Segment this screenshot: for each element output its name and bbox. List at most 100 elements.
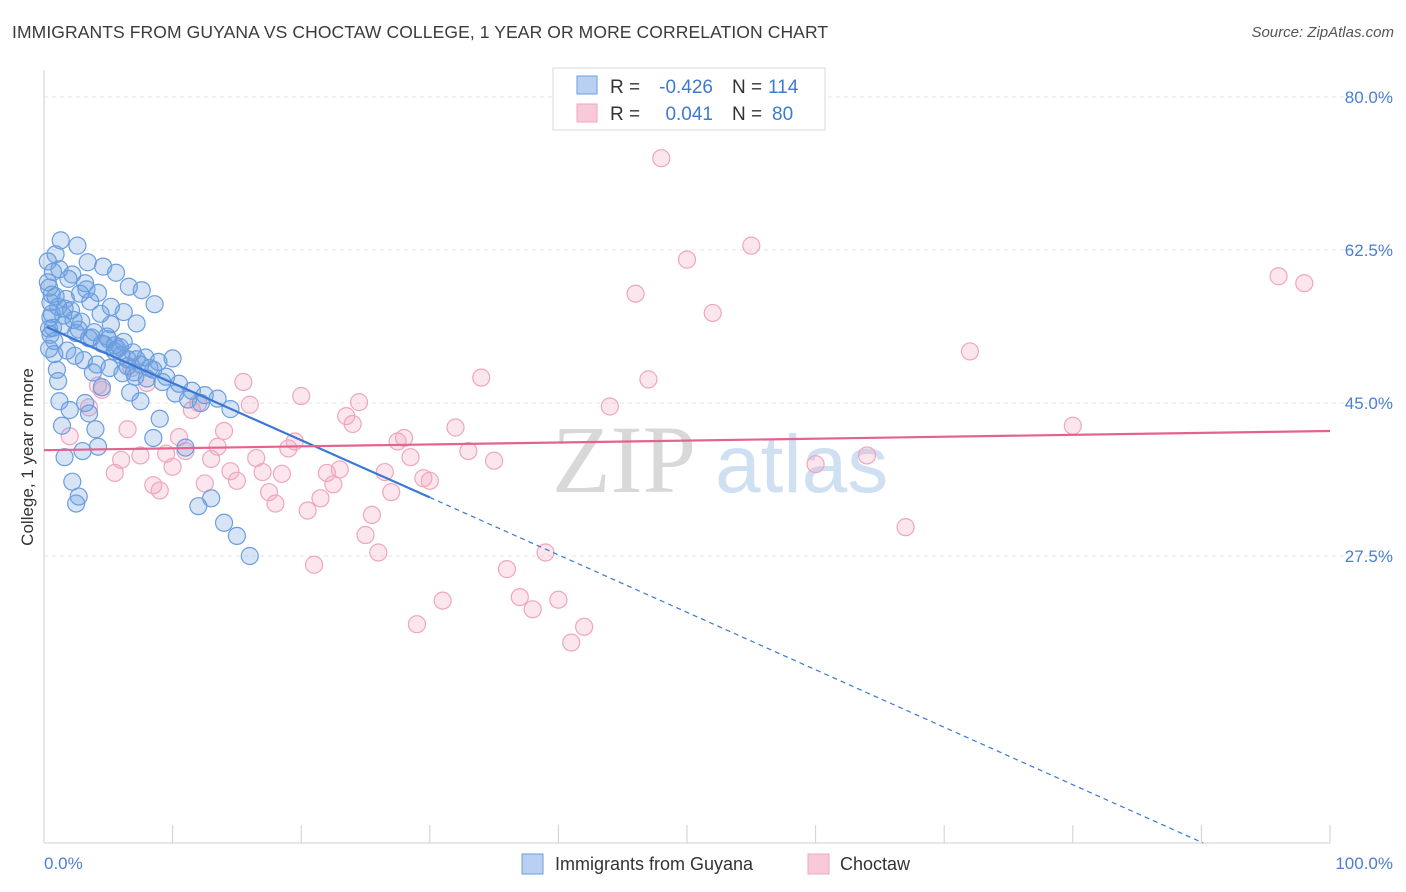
choctaw-point xyxy=(279,439,298,458)
stats-r-label-2: R = xyxy=(610,104,640,125)
choctaw-point xyxy=(626,284,645,303)
trend-lines xyxy=(43,325,1331,844)
choctaw-point xyxy=(298,501,317,520)
choctaw-point xyxy=(600,397,619,416)
stats-r-value-2: 0.041 xyxy=(665,104,713,125)
stats-n-value-1: 114 xyxy=(768,77,799,98)
choctaw-point xyxy=(330,460,349,479)
guyana-point xyxy=(63,265,82,284)
stats-n-value-2: 80 xyxy=(772,104,793,125)
stats-n-label-2: N = xyxy=(732,104,762,125)
choctaw-point xyxy=(407,615,427,634)
y-axis-label: College, 1 year or more xyxy=(18,368,37,546)
guyana-point xyxy=(38,273,57,292)
choctaw-point xyxy=(227,471,246,490)
legend: Immigrants from Guyana Choctaw xyxy=(521,853,911,875)
y-tick-label-0: 27.5% xyxy=(1345,547,1393,566)
legend-swatch-guyana xyxy=(521,853,544,875)
choctaw-point xyxy=(575,617,594,636)
guyana-point xyxy=(76,393,95,413)
choctaw-point xyxy=(150,481,169,500)
choctaw-point xyxy=(497,560,517,579)
guyana-point xyxy=(56,289,75,309)
y-tick-label-3: 80.0% xyxy=(1345,88,1393,107)
choctaw-point xyxy=(806,455,825,474)
guyana-point xyxy=(145,295,164,314)
choctaw-point xyxy=(446,418,465,437)
stats-swatch-blue xyxy=(576,75,598,95)
x-tick-label-max: 100.0% xyxy=(1335,854,1393,873)
choctaw-point xyxy=(960,342,980,361)
watermark-atlas: atlas xyxy=(715,419,888,510)
choctaw-point xyxy=(163,457,182,476)
choctaw-point xyxy=(214,421,234,441)
choctaw-point xyxy=(1269,267,1288,286)
choctaw-point xyxy=(266,494,285,513)
choctaw-point xyxy=(677,250,697,269)
choctaw-point xyxy=(118,420,137,439)
guyana-point xyxy=(55,448,74,467)
choctaw-point xyxy=(131,446,150,465)
legend-label-guyana: Immigrants from Guyana xyxy=(555,854,754,874)
y-tick-label-2: 62.5% xyxy=(1345,241,1393,260)
choctaw-point xyxy=(362,505,382,525)
stats-r-value-1: -0.426 xyxy=(659,77,713,98)
y-tick-label-1: 45.0% xyxy=(1345,394,1393,413)
guyana-point xyxy=(60,400,79,420)
stats-r-label-1: R = xyxy=(610,77,640,98)
guyana-trend-extension xyxy=(429,496,1204,844)
choctaw-point xyxy=(182,400,201,420)
guyana-point xyxy=(78,253,97,272)
guyana-point xyxy=(132,281,151,300)
guyana-point xyxy=(114,302,133,322)
guyana-point xyxy=(65,346,84,365)
stats-box: R = -0.426 N = 114 R = 0.041 N = 80 xyxy=(552,67,826,131)
choctaw-point xyxy=(742,236,761,255)
choctaw-point xyxy=(433,591,452,610)
guyana-point xyxy=(73,441,92,461)
choctaw-point xyxy=(639,370,658,389)
choctaw-trend-line xyxy=(43,429,1331,452)
guyana-point xyxy=(68,236,87,255)
guyana-point xyxy=(51,231,70,250)
chart-title: IMMIGRANTS FROM GUYANA VS CHOCTAW COLLEG… xyxy=(12,22,829,42)
choctaw-point xyxy=(112,450,131,469)
guyana-point xyxy=(144,428,163,448)
choctaw-point xyxy=(356,525,375,545)
guyana-point xyxy=(127,314,146,333)
guyana-point xyxy=(49,372,68,391)
choctaw-point xyxy=(369,543,388,562)
guyana-point xyxy=(88,437,108,456)
choctaw-point xyxy=(459,441,478,461)
choctaw-point xyxy=(221,462,240,481)
choctaw-point xyxy=(1295,274,1314,293)
guyana-point xyxy=(46,245,65,264)
legend-label-choctaw: Choctaw xyxy=(840,854,911,874)
choctaw-point xyxy=(549,590,568,609)
x-tick-label-min: 0.0% xyxy=(44,854,83,873)
choctaw-point xyxy=(420,471,439,490)
guyana-point xyxy=(86,420,105,439)
tick-labels: 27.5% 45.0% 62.5% 80.0% 0.0% 100.0% xyxy=(44,88,1393,873)
guyana-points xyxy=(38,231,259,566)
choctaw-point xyxy=(652,149,671,168)
axes xyxy=(43,70,1331,844)
legend-swatch-choctaw xyxy=(807,853,830,875)
choctaw-point xyxy=(562,633,581,652)
choctaw-point xyxy=(292,386,311,406)
guyana-point xyxy=(214,513,234,532)
watermark-zip: ZIP xyxy=(552,406,696,513)
choctaw-point xyxy=(311,489,330,508)
choctaw-point xyxy=(272,464,292,483)
choctaw-points xyxy=(60,149,1314,652)
choctaw-point xyxy=(382,483,401,502)
guyana-point xyxy=(46,287,65,306)
choctaw-point xyxy=(349,393,369,412)
guyana-trend-line xyxy=(46,325,431,499)
guyana-point xyxy=(121,383,140,402)
guyana-point xyxy=(79,404,99,423)
watermark: ZIP atlas xyxy=(552,406,888,513)
guyana-point xyxy=(227,526,246,545)
guyana-point xyxy=(61,301,81,320)
